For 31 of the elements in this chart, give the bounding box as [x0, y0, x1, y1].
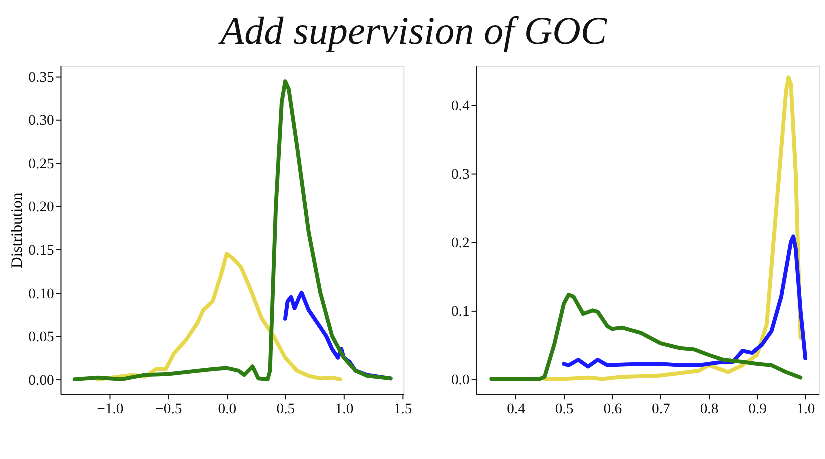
y-tick-label: 0.2 — [451, 236, 470, 252]
y-axis-title: Distribution — [8, 192, 26, 268]
line-series — [562, 234, 808, 369]
y-tick-label: 0.0 — [451, 372, 470, 389]
y-tick-label: 0.20 — [28, 200, 54, 216]
y-tick-label: 0.3 — [451, 166, 470, 183]
y-tick-label: 0.05 — [28, 330, 54, 346]
chart-title: Add supervision of GOC — [218, 10, 608, 53]
x-tick-label: 0.0 — [218, 401, 237, 418]
x-tick-label: 0.5 — [276, 401, 296, 418]
line-series — [72, 80, 393, 382]
y-tick-label: 0.30 — [28, 113, 54, 130]
x-tick-label: −1.0 — [97, 401, 124, 418]
x-tick-label: 1.5 — [394, 401, 412, 418]
y-tick-label: 0.4 — [451, 98, 470, 114]
x-tick-label: 0.9 — [748, 401, 767, 418]
line-series — [490, 292, 803, 382]
x-tick-label: 0.8 — [700, 401, 719, 418]
y-tick-label: 0.25 — [28, 156, 54, 172]
y-tick-label: 0.15 — [28, 243, 54, 259]
y-tick-label: 0.35 — [28, 70, 54, 86]
y-tick-label: 0.00 — [28, 372, 54, 389]
x-tick-label: 0.7 — [652, 401, 670, 418]
x-tick-label: 1.0 — [335, 401, 354, 418]
x-tick-label: 0.5 — [555, 401, 574, 418]
y-tick-label: 0.1 — [451, 304, 470, 320]
x-tick-label: 0.4 — [507, 401, 526, 418]
x-tick-label: 0.6 — [604, 401, 622, 418]
y-tick-label: 0.10 — [28, 286, 54, 302]
x-tick-label: 1.0 — [796, 401, 816, 418]
x-tick-label: −0.5 — [156, 401, 182, 418]
